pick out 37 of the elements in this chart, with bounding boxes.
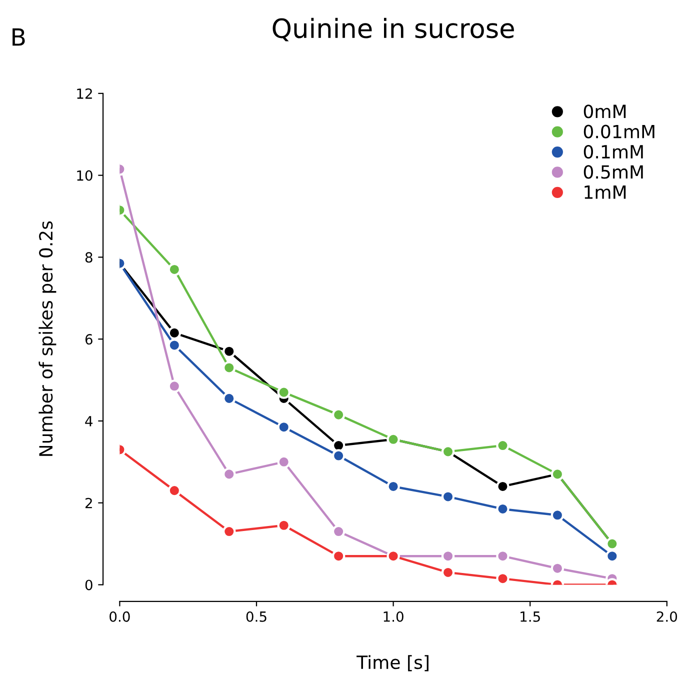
point [550,562,564,575]
point [168,338,182,352]
point [332,449,346,462]
x-tick-label: 1.0 [384,611,404,622]
point [277,386,290,399]
y-tick-label: 12 [77,88,92,99]
point [222,361,236,374]
legend-label: 0.1mM [584,144,643,159]
legend-label: 1mM [584,186,626,199]
legend-label: 0.5mM [584,165,643,179]
point [277,518,290,532]
point [168,484,182,498]
point [606,549,619,563]
x-tick-label: 1.5 [520,612,540,622]
point [550,508,564,522]
point [277,455,290,469]
point [496,572,510,585]
point [222,468,236,481]
y-tick-label: 4 [85,416,93,426]
y-tick-label: 8 [85,252,92,263]
chart-title: Quinine in sucrose [272,18,514,42]
y-tick-label: 6 [85,334,92,345]
point [222,344,236,358]
legend-label: 0mM [584,104,626,118]
x-tick-label: 0.5 [246,611,266,622]
y-tick-label: 0 [85,580,92,590]
legend-label: 0.01mM [584,124,654,138]
point [277,420,290,434]
y-axis-title: Number of spikes per 0.2s [38,221,56,456]
text: B [12,28,25,46]
y-tick-label: 10 [77,170,92,181]
x-tick-label: 0.0 [110,611,130,622]
point [441,490,455,504]
x-tick-label: 2.0 [656,611,678,622]
x-axis-title: Time [s] [356,655,428,672]
y-tick-label: 2 [85,498,92,508]
point [332,408,346,422]
